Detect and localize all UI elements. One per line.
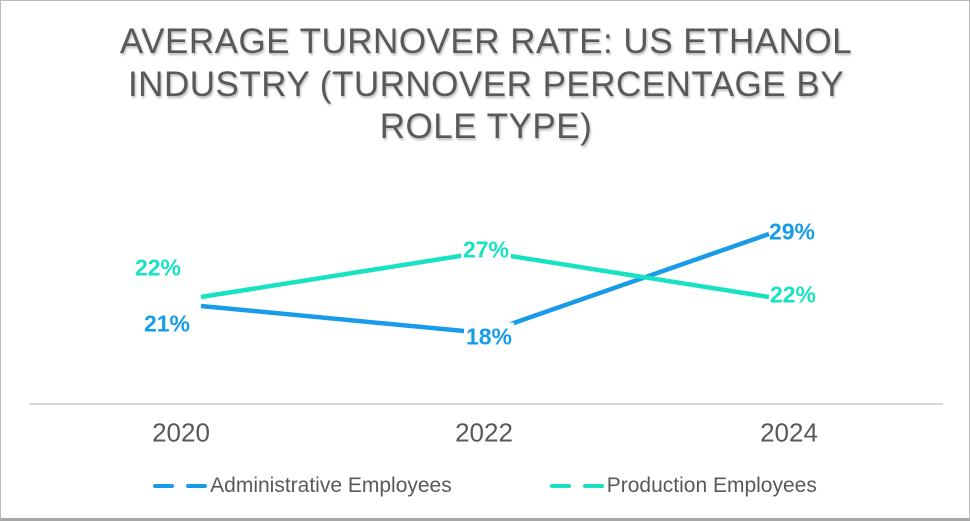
x-axis-label-2020: 2020	[152, 417, 210, 448]
data-label: 27%	[460, 235, 512, 265]
dashed-line-icon	[549, 483, 604, 489]
data-label: 21%	[143, 310, 191, 337]
legend: Administrative Employees Production Empl…	[1, 471, 969, 501]
x-axis-label-2022: 2022	[455, 417, 513, 448]
legend-label: Production Employees	[606, 474, 817, 497]
dashed-line-icon	[153, 483, 208, 489]
legend-dash	[186, 483, 208, 489]
legend-label: Administrative Employees	[210, 474, 452, 497]
legend-item-production-employees: Production Employees	[549, 474, 817, 498]
legend-dash	[153, 483, 175, 489]
x-axis-label-2024: 2024	[760, 417, 818, 448]
data-label: 18%	[463, 322, 515, 352]
legend-dash	[549, 483, 571, 489]
legend-item-administrative-employees: Administrative Employees	[153, 474, 452, 498]
data-label: 22%	[769, 281, 817, 308]
chart-title: AVERAGE TURNOVER RATE: US ETHANOL INDUST…	[119, 22, 853, 147]
data-label: 29%	[768, 218, 816, 245]
data-label: 22%	[134, 254, 182, 281]
legend-dash	[582, 483, 604, 489]
